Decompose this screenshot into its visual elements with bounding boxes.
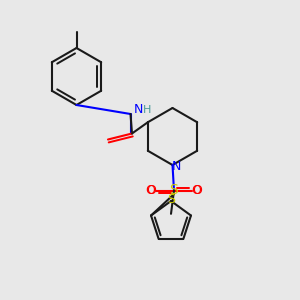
Text: O: O [147,184,156,197]
Text: O: O [146,184,155,197]
Text: N: N [133,103,143,116]
Text: H: H [143,105,151,116]
Text: S: S [167,193,175,206]
Text: O: O [192,184,201,197]
Text: O: O [193,184,202,197]
Text: S: S [169,184,178,197]
Text: N: N [171,160,181,173]
